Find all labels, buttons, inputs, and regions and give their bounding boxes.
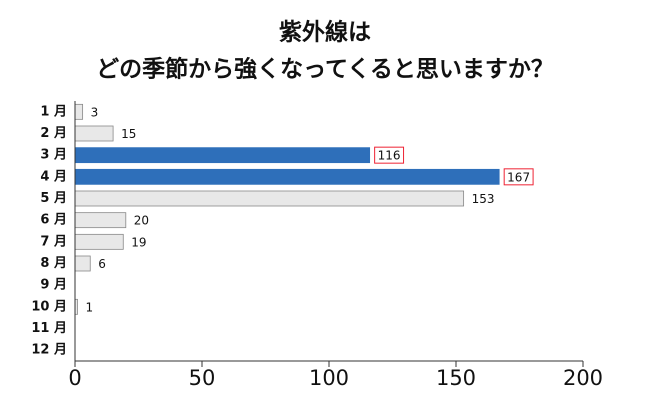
x-tick-label: 50 [189, 366, 216, 390]
y-tick-label: 10 月 [31, 299, 67, 314]
x-tick-label: 0 [68, 366, 81, 390]
data-label: 15 [121, 127, 136, 141]
y-tick-label: 11 月 [31, 321, 67, 336]
x-tick-label: 100 [309, 366, 349, 390]
x-tick-label: 200 [563, 366, 603, 390]
bar [74, 125, 114, 142]
y-tick-label: 3 月 [40, 148, 67, 163]
data-label: 20 [134, 214, 149, 228]
y-tick-label: 6 月 [40, 213, 67, 228]
bar [74, 190, 465, 207]
bar [74, 168, 500, 185]
bar [74, 233, 124, 250]
bar [74, 212, 127, 229]
y-tick-label: 12 月 [31, 343, 67, 358]
data-label: 3 [91, 105, 99, 119]
bar [74, 255, 91, 272]
bar [74, 147, 371, 164]
data-label-box [503, 168, 534, 186]
data-label: 19 [131, 235, 146, 249]
y-tick-label: 5 月 [40, 191, 67, 206]
y-tick-label: 2 月 [40, 126, 67, 141]
chart-title: 紫外線は [279, 19, 371, 46]
y-tick-label: 8 月 [40, 256, 67, 271]
data-label: 167 [507, 170, 530, 184]
y-tick-label: 7 月 [40, 234, 67, 249]
y-tick-label: 1 月 [40, 104, 67, 119]
data-label: 6 [98, 257, 106, 271]
data-label: 1 [86, 300, 94, 314]
x-tick-label: 150 [436, 366, 476, 390]
data-label: 116 [378, 149, 401, 163]
y-tick-label: 9 月 [40, 278, 67, 293]
chart-title: どの季節から強くなってくると思いますか？ [96, 56, 554, 83]
y-tick-label: 4 月 [40, 169, 67, 184]
data-label-box [374, 146, 405, 164]
bar [74, 103, 84, 120]
data-label: 153 [472, 192, 495, 206]
